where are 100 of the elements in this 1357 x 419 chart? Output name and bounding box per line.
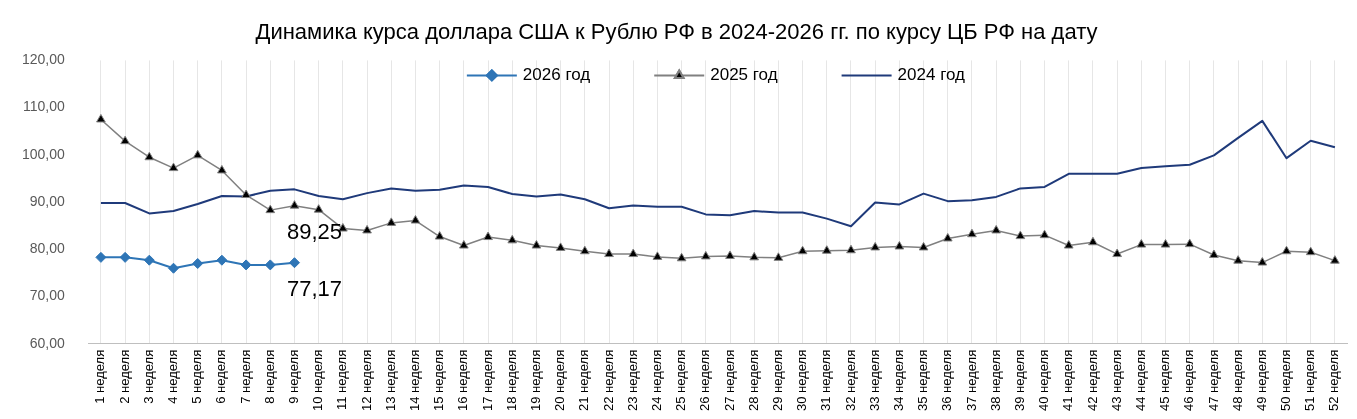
point [773, 252, 784, 261]
x-tick-label: 36 неделя [939, 349, 955, 412]
x-tick-label: 38 неделя [987, 349, 1003, 412]
point [1184, 238, 1195, 248]
data-label: 77,17 [286, 275, 343, 301]
x-tick-label: 52 неделя [1326, 349, 1342, 412]
x-tick-label: 47 неделя [1205, 349, 1221, 412]
x-tick-label: 40 неделя [1036, 349, 1052, 412]
point [459, 240, 469, 249]
x-tick-label: 15 неделя [431, 349, 447, 412]
legend-label: 2025 год [710, 65, 778, 85]
x-tick-label: 23 неделя [624, 349, 640, 412]
point [676, 252, 687, 262]
point [288, 257, 300, 269]
point [531, 240, 542, 249]
y-tick-label: 90,00 [29, 192, 66, 209]
point [1209, 249, 1219, 258]
point [967, 228, 977, 238]
point [555, 242, 566, 251]
point [1281, 245, 1292, 255]
x-tick-label: 30 неделя [794, 349, 810, 412]
point [386, 217, 397, 226]
x-tick-label: 31 неделя [818, 349, 834, 412]
x-tick-label: 27 неделя [721, 349, 737, 412]
point [1305, 246, 1316, 256]
point [144, 151, 155, 161]
point [143, 254, 155, 266]
point [1257, 257, 1268, 266]
x-tick-label: 5 неделя [189, 349, 205, 404]
x-tick-label: 21 неделя [576, 349, 592, 412]
y-tick-label: 120,00 [21, 51, 66, 68]
x-tick-label: 29 неделя [769, 349, 785, 412]
x-tick-label: 2 неделя [116, 349, 132, 404]
point [507, 234, 518, 244]
x-tick-label: 25 неделя [673, 349, 689, 412]
point [410, 215, 421, 224]
point [1015, 230, 1026, 240]
point [580, 245, 590, 255]
point [846, 244, 856, 254]
point [241, 189, 251, 199]
x-tick-label: 16 неделя [455, 349, 471, 412]
x-tick-label: 11 неделя [334, 349, 350, 411]
x-tick-label: 4 неделя [165, 349, 181, 404]
point [313, 204, 324, 213]
x-tick-label: 17 неделя [479, 349, 495, 412]
point [96, 113, 106, 123]
point [362, 224, 372, 234]
point [942, 232, 953, 242]
point [168, 262, 180, 274]
point [652, 251, 663, 260]
y-tick-label: 60,00 [29, 334, 66, 351]
point [797, 245, 808, 255]
point [119, 251, 131, 263]
x-tick-label: 7 неделя [237, 349, 253, 404]
point [216, 254, 228, 266]
point [700, 250, 711, 260]
x-tick-label: 10 неделя [310, 349, 326, 412]
point [1160, 239, 1171, 248]
x-tick-label: 48 неделя [1229, 349, 1245, 412]
x-tick-label: 22 неделя [600, 349, 616, 412]
x-tick-label: 46 неделя [1181, 349, 1197, 412]
y-tick-label: 80,00 [29, 240, 66, 257]
chart-title: Динамика курса доллара США к Рублю РФ в 2024-2026 гг. по курсу ЦБ РФ на дату [255, 19, 1098, 45]
y-tick-label: 110,00 [23, 98, 66, 115]
x-tick-label: 28 неделя [745, 349, 761, 412]
point [192, 258, 204, 269]
x-tick-label: 18 неделя [503, 349, 519, 412]
x-tick-label: 43 неделя [1108, 349, 1124, 412]
point [434, 231, 445, 240]
x-tick-label: 51 неделя [1302, 349, 1318, 412]
x-tick-label: 12 неделя [358, 349, 374, 412]
x-tick-label: 49 неделя [1253, 349, 1269, 412]
x-tick-label: 14 неделя [407, 349, 423, 412]
point [192, 149, 203, 159]
x-tick-label: 45 неделя [1157, 349, 1173, 412]
x-tick-label: 1 неделя [92, 349, 108, 404]
point [240, 259, 252, 271]
y-tick-label: 70,00 [29, 287, 66, 304]
point [289, 200, 300, 209]
x-tick-label: 13 неделя [382, 349, 398, 412]
point [1063, 240, 1074, 249]
point [604, 248, 614, 258]
point [95, 251, 107, 263]
x-tick-label: 26 неделя [697, 349, 713, 412]
x-tick-label: 20 неделя [552, 349, 568, 412]
point [1112, 248, 1122, 258]
legend-label: 2026 год [522, 65, 591, 85]
point [265, 204, 276, 214]
point [894, 241, 905, 250]
point [217, 164, 227, 174]
x-tick-label: 34 неделя [890, 349, 906, 412]
x-tick-label: 3 неделя [140, 349, 156, 404]
x-tick-label: 24 неделя [649, 349, 664, 412]
point [870, 241, 881, 251]
x-tick-label: 19 неделя [528, 349, 544, 412]
point [821, 245, 832, 254]
x-tick-label: 8 неделя [261, 349, 277, 404]
point [120, 135, 130, 145]
x-tick-label: 6 неделя [213, 349, 229, 404]
legend-label: 2024 год [897, 65, 966, 85]
